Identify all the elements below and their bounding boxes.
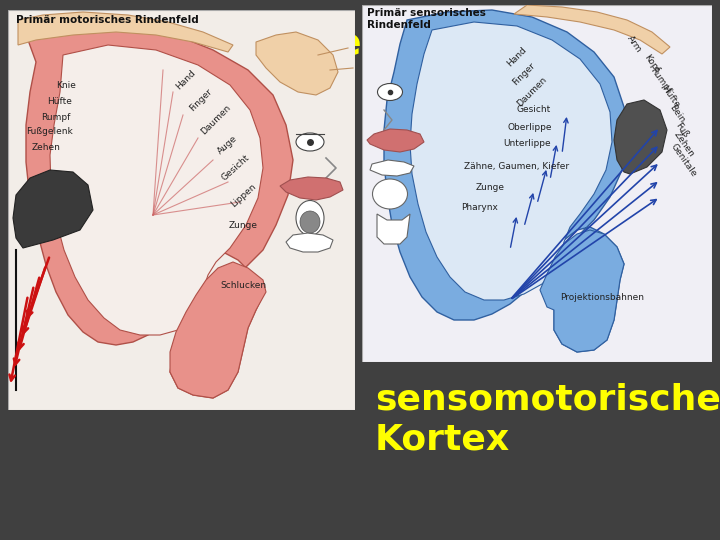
Text: Schlucken: Schlucken [220,280,266,289]
Polygon shape [286,233,333,252]
Polygon shape [410,22,612,300]
Polygon shape [540,230,624,352]
Text: Rumpf: Rumpf [41,112,71,122]
Text: Primär motorisches Rindenfeld: Primär motorisches Rindenfeld [16,15,199,25]
Text: Daumen: Daumen [199,103,233,137]
Text: Knie: Knie [56,80,76,90]
Text: sensomotorischer: sensomotorischer [375,382,720,416]
Text: Lippen: Lippen [229,181,257,208]
Polygon shape [280,177,343,200]
Text: Bein: Bein [667,103,686,125]
Text: Zehen: Zehen [32,143,60,152]
Text: Zunge: Zunge [475,183,505,192]
Polygon shape [614,100,667,174]
Text: Arm: Arm [625,34,643,54]
Text: Daumen: Daumen [516,75,549,109]
Text: Primär sensorisches
Rindenfeld: Primär sensorisches Rindenfeld [367,8,486,30]
Text: Gesicht: Gesicht [517,105,551,114]
Polygon shape [370,160,414,176]
Text: Finger: Finger [188,87,214,113]
Bar [360,365,720,540]
Text: Rumpf: Rumpf [648,65,672,94]
Text: Topographische: Topographische [18,25,363,63]
Text: Fußgelenk: Fußgelenk [27,127,73,137]
Ellipse shape [296,133,324,151]
Polygon shape [514,5,670,54]
Text: Hand: Hand [505,45,528,69]
Text: Auge: Auge [216,134,240,156]
Text: Organisation: Organisation [18,65,300,103]
Text: Hand: Hand [174,69,197,92]
Polygon shape [367,129,424,152]
Ellipse shape [372,179,408,209]
Text: Oberlippe: Oberlippe [508,123,552,132]
Polygon shape [256,32,338,95]
Text: Pharynx: Pharynx [462,202,498,212]
Text: Gesicht: Gesicht [220,153,252,183]
Text: Projektionsbahnen: Projektionsbahnen [560,293,644,301]
Text: Hüfte: Hüfte [48,98,73,106]
Text: Zehen: Zehen [672,130,696,158]
Text: Genitale: Genitale [670,141,698,178]
Polygon shape [13,170,93,248]
Text: Unterlippe: Unterlippe [503,139,551,148]
Polygon shape [384,10,627,352]
Text: Zunge: Zunge [228,220,258,230]
Text: Finger: Finger [511,61,537,87]
Bar [0,0,360,170]
Text: Hüfte: Hüfte [660,84,681,110]
Text: Kortex: Kortex [375,422,510,456]
Text: Kopf: Kopf [643,53,662,75]
Polygon shape [50,45,263,335]
Polygon shape [170,262,266,398]
Ellipse shape [296,200,324,235]
Text: Zähne, Gaumen, Kiefer: Zähne, Gaumen, Kiefer [464,161,570,171]
Polygon shape [18,12,233,52]
Text: Fuß: Fuß [674,121,690,139]
Polygon shape [377,214,410,244]
Ellipse shape [300,211,320,233]
Ellipse shape [377,84,402,100]
Polygon shape [26,25,293,398]
